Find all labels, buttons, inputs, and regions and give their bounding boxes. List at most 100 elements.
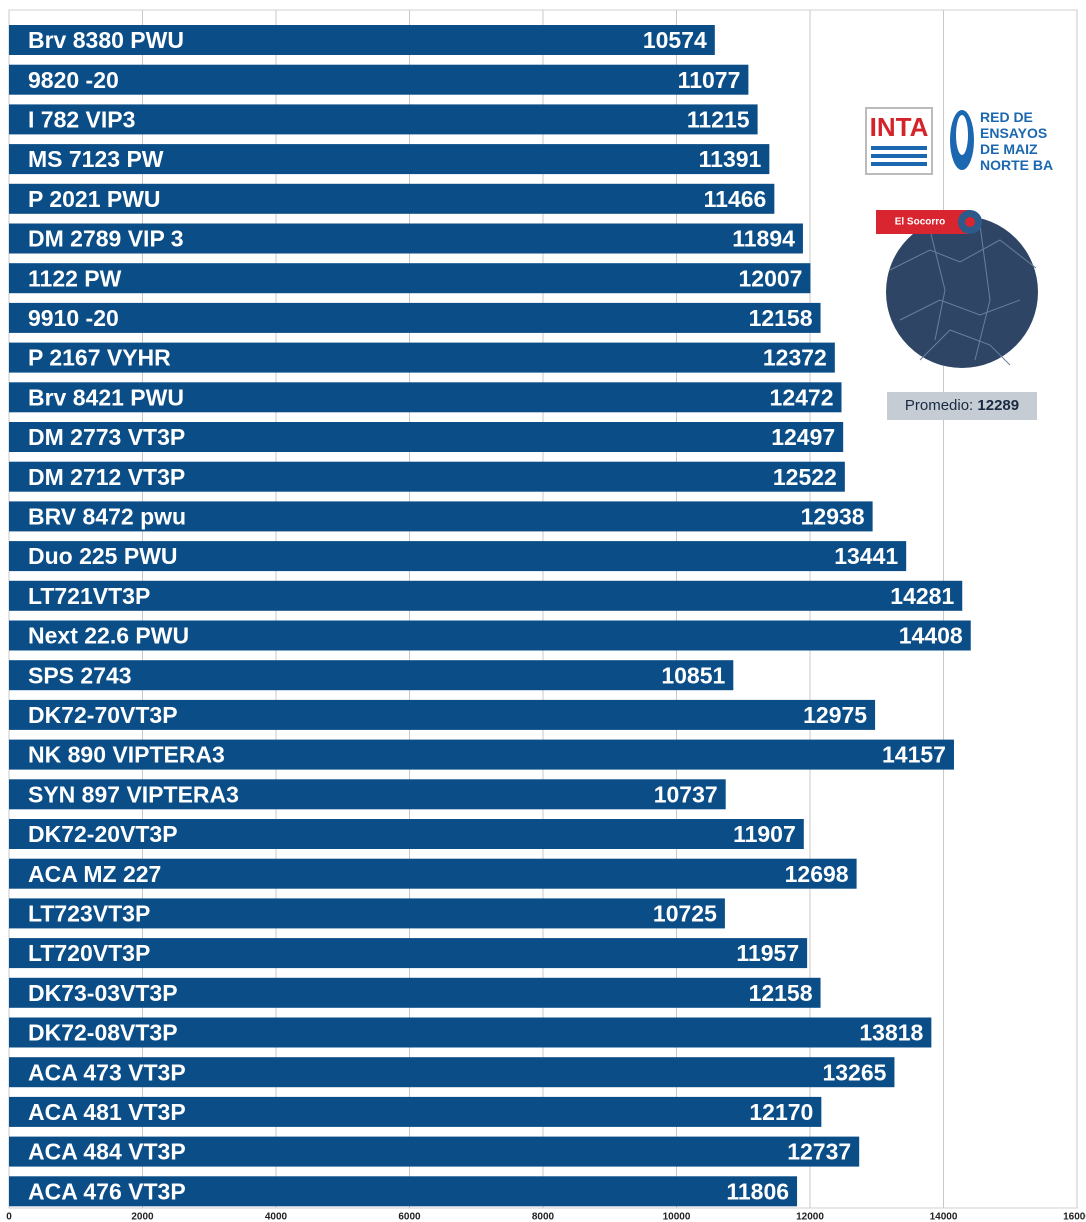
bar — [9, 1136, 860, 1167]
value-label: 10574 — [643, 27, 707, 53]
bar — [9, 938, 808, 969]
value-label: 12170 — [749, 1099, 813, 1125]
value-label: 11077 — [678, 67, 741, 93]
category-label: ACA 481 VT3P — [28, 1099, 186, 1125]
logo-line: RED DE — [980, 109, 1033, 125]
bar — [9, 302, 821, 333]
x-tick-label: 16000 — [1063, 1212, 1086, 1222]
x-tick-label: 6000 — [398, 1212, 421, 1222]
bar — [9, 461, 845, 492]
value-label: 11907 — [733, 821, 796, 847]
x-tick-label: 4000 — [265, 1212, 288, 1222]
bar — [9, 382, 842, 413]
category-label: DM 2712 VT3P — [28, 464, 185, 490]
category-label: 9910 -20 — [28, 305, 119, 331]
bar — [9, 620, 971, 651]
value-label: 11894 — [732, 226, 795, 252]
value-label: 11391 — [699, 146, 762, 172]
bar — [9, 739, 954, 770]
value-label: 12007 — [738, 265, 802, 291]
value-label: 12497 — [771, 424, 835, 450]
x-tick-label: 2000 — [131, 1212, 154, 1222]
red-logo: RED DE ENSAYOS DE MAIZ NORTE BA — [950, 109, 1053, 173]
category-label: BRV 8472 pwu — [28, 503, 186, 529]
category-label: P 2167 VYHR — [28, 345, 171, 371]
map-location: El Socorro — [895, 217, 946, 228]
bar — [9, 541, 907, 572]
average-value: 12289 — [977, 397, 1019, 414]
inta-logo: INTA — [865, 107, 933, 175]
bars: Brv 8380 PWU 10574 9820 -20 11077 I 782 VIP3… — [9, 25, 971, 1207]
category-label: DM 2773 VT3P — [28, 424, 185, 450]
bar — [9, 1176, 798, 1207]
category-label: DM 2789 VIP 3 — [28, 226, 184, 252]
bar — [9, 898, 725, 929]
bar — [9, 779, 726, 810]
map: El Socorro — [876, 210, 1038, 368]
category-label: Brv 8380 PWU — [28, 27, 184, 53]
category-label: 9820 -20 — [28, 67, 119, 93]
category-label: 1122 PW — [28, 265, 122, 291]
logo-line: DE MAIZ — [980, 141, 1038, 157]
value-label: 11215 — [687, 106, 750, 132]
category-label: I 782 VIP3 — [28, 106, 135, 132]
value-label: 12975 — [803, 702, 867, 728]
value-label: 11806 — [726, 1178, 789, 1204]
category-label: P 2021 PWU — [28, 186, 161, 212]
bar — [9, 183, 775, 214]
category-label: ACA 484 VT3P — [28, 1139, 186, 1165]
value-label: 14281 — [890, 583, 954, 609]
bar — [9, 1057, 895, 1088]
bar — [9, 1017, 932, 1048]
bar — [9, 263, 811, 294]
bar — [9, 223, 803, 254]
average-text: Promedio: 12289 — [905, 397, 1019, 414]
value-label: 12938 — [801, 503, 865, 529]
category-label: DK73-03VT3P — [28, 980, 178, 1006]
x-tick-label: 8000 — [532, 1212, 555, 1222]
category-label: DK72-70VT3P — [28, 702, 178, 728]
value-label: 14408 — [899, 623, 963, 649]
bar — [9, 25, 715, 55]
bar — [9, 422, 844, 452]
bar — [9, 660, 734, 691]
category-label: DK72-08VT3P — [28, 1020, 178, 1046]
value-label: 11957 — [736, 940, 799, 966]
bar — [9, 819, 804, 849]
category-label: ACA 473 VT3P — [28, 1059, 186, 1085]
average-box — [887, 392, 1037, 420]
bar — [9, 977, 821, 1008]
bar — [9, 342, 835, 373]
value-label: 10725 — [653, 900, 717, 926]
bar — [9, 699, 876, 730]
bar — [9, 1096, 822, 1127]
red-logo-text: RED DE ENSAYOS DE MAIZ NORTE BA — [980, 109, 1053, 173]
category-label: LT720VT3P — [28, 940, 150, 966]
value-label: 12737 — [787, 1139, 851, 1165]
x-tick-label: 0 — [6, 1212, 12, 1222]
bar — [9, 501, 873, 532]
bar — [9, 858, 857, 889]
category-label: SYN 897 VIPTERA3 — [28, 781, 239, 807]
value-label: 12372 — [763, 345, 827, 371]
value-label: 13265 — [822, 1059, 886, 1085]
logo-line: ENSAYOS — [980, 125, 1047, 141]
category-label: Next 22.6 PWU — [28, 623, 189, 649]
bar — [9, 64, 749, 95]
category-label: ACA MZ 227 — [28, 861, 161, 887]
value-label: 10737 — [654, 781, 718, 807]
category-label: Brv 8421 PWU — [28, 384, 184, 410]
category-label: Duo 225 PWU — [28, 543, 178, 569]
category-label: DK72-20VT3P — [28, 821, 178, 847]
value-label: 14157 — [882, 742, 946, 768]
value-label: 12158 — [749, 305, 813, 331]
bar — [9, 104, 758, 135]
inta-text: INTA — [870, 112, 929, 142]
bar — [9, 144, 770, 175]
category-label: LT723VT3P — [28, 900, 150, 926]
value-label: 12522 — [773, 464, 837, 490]
value-label: 12698 — [785, 861, 849, 887]
value-label: 13441 — [834, 543, 898, 569]
category-label: LT721VT3P — [28, 583, 150, 609]
